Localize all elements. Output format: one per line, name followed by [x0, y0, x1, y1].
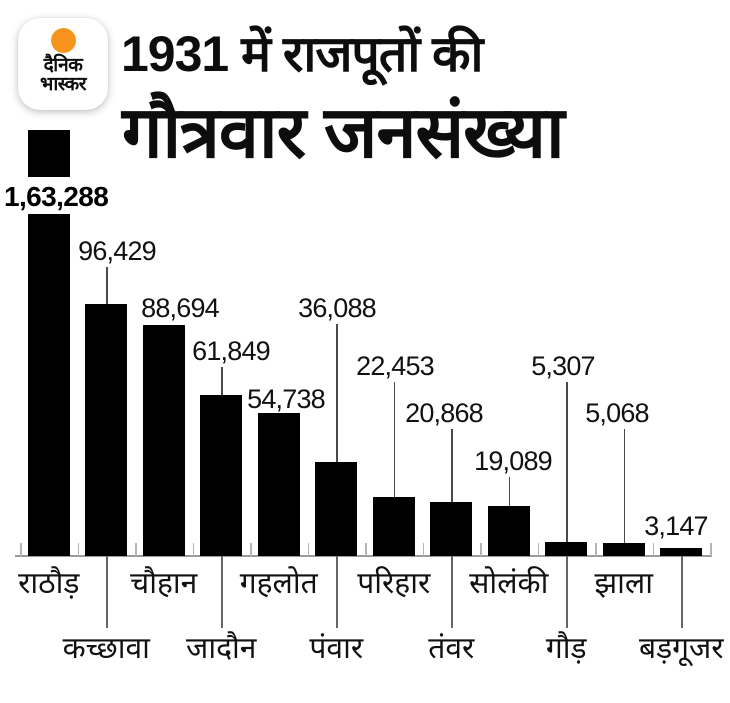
value-label-tanwar: 20,868: [405, 398, 484, 428]
value-label-jadaun: 61,849: [192, 336, 271, 366]
chart-title-line1: 1931 में राजपूतों की: [121, 26, 484, 82]
axis-tick: [595, 543, 597, 556]
axis-tick: [365, 543, 367, 556]
bar-parihar: [372, 497, 415, 556]
category-label-panwar: पंवार: [309, 632, 364, 665]
category-leader-panwar: [336, 556, 338, 628]
category-leader-badgujar: [681, 556, 683, 628]
bar-solanki: [487, 506, 530, 556]
category-leader-tanwar: [451, 556, 453, 628]
value-label-solanki: 19,089: [474, 446, 553, 476]
axis-tick: [135, 543, 137, 556]
bar-panwar: [315, 462, 358, 556]
value-label-band-rathore: [0, 177, 128, 214]
category-label-jhala: झाला: [594, 567, 654, 600]
axis-tick: [77, 543, 79, 556]
value-label-rathore: 1,63,288: [4, 181, 109, 212]
logo-sun-icon: [50, 28, 76, 53]
logo-text-line1: दैनिक: [43, 55, 83, 76]
leader-line-solanki: [508, 477, 511, 506]
brand-logo: दैनिक भास्कर: [18, 18, 108, 110]
value-label-parihar: 22,453: [356, 351, 435, 381]
axis-tick: [422, 543, 424, 556]
category-label-gaur: गौड़: [545, 632, 587, 665]
axis-tick: [250, 543, 252, 556]
category-label-tanwar: तंवर: [428, 632, 475, 665]
category-label-jadaun: जादौन: [186, 632, 257, 665]
x-axis-line: [15, 555, 712, 557]
leader-line-gaur: [566, 382, 568, 542]
category-label-chauhan: चौहान: [130, 567, 198, 600]
value-label-chauhan: 88,694: [141, 293, 220, 323]
value-label-jhala: 5,068: [585, 398, 649, 428]
chart-title-line2: गौत्रवार जनसंख्या: [122, 93, 565, 173]
bar-tanwar: [430, 502, 473, 556]
leader-line-parihar: [393, 382, 396, 497]
axis-tick: [192, 543, 194, 556]
category-label-solanki: सोलंकी: [469, 567, 549, 600]
category-leader-jadaun: [221, 556, 223, 628]
bar-badgujar: [660, 548, 703, 556]
axis-tick: [20, 543, 22, 556]
value-label-gahlot: 54,738: [247, 384, 326, 414]
category-leader-kachhawa: [106, 556, 108, 628]
axis-tick: [480, 543, 482, 556]
value-label-badgujar: 3,147: [644, 511, 708, 541]
bar-jadaun: [200, 395, 243, 556]
axis-tick: [710, 543, 712, 556]
bar-chauhan: [142, 325, 185, 556]
logo-text-line2: भास्कर: [39, 74, 87, 95]
leader-line-jhala: [623, 429, 626, 543]
category-label-kachhawa: कच्छावा: [62, 632, 150, 665]
leader-line-kachhawa: [106, 267, 108, 304]
axis-tick: [537, 543, 539, 556]
value-label-gaur: 5,307: [531, 351, 595, 381]
category-label-parihar: परिहार: [357, 567, 431, 600]
category-leader-gaur: [566, 556, 568, 628]
category-label-gahlot: गहलोत: [239, 567, 318, 600]
axis-tick: [652, 543, 654, 556]
value-label-kachhawa: 96,429: [78, 236, 157, 266]
leader-line-panwar: [336, 324, 338, 462]
bar-gaur: [545, 542, 588, 556]
leader-line-tanwar: [451, 429, 453, 502]
value-label-panwar: 36,088: [298, 293, 377, 323]
category-label-badgujar: बड़गूजर: [638, 632, 724, 665]
category-label-rathore: राठौड़: [18, 567, 80, 600]
leader-line-jadaun: [221, 367, 223, 395]
bar-kachhawa: [85, 304, 128, 556]
axis-tick: [307, 543, 309, 556]
bar-gahlot: [257, 413, 300, 556]
bar-jhala: [602, 543, 645, 556]
